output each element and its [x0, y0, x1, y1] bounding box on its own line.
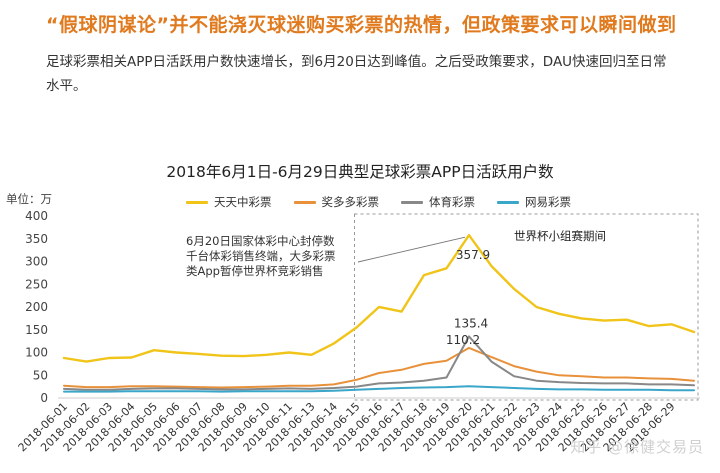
headline: “假球阴谋论”并不能浇灭球迷购买彩票的热情，但政策要求可以瞬间做到	[46, 14, 677, 36]
y-tick-label-3: 150	[25, 323, 48, 337]
chart-title: 2018年6月1日-6月29日典型足球彩票APP日活跃用户数	[166, 163, 554, 181]
y-tick-label-7: 350	[25, 232, 48, 246]
watermark: 知乎 @徐健交易员	[570, 438, 704, 456]
legend-item-tiyu: 体育彩票	[401, 194, 475, 210]
world-cup-label: 世界杯小组赛期间	[514, 229, 606, 243]
y-tick-label-0: 0	[40, 391, 48, 405]
y-tick-label-8: 400	[25, 209, 48, 223]
y-tick-label-1: 50	[33, 368, 48, 382]
legend-swatch-wangyi	[497, 200, 519, 204]
legend-item-jiangduoduo: 奖多多彩票	[293, 194, 380, 210]
legend-label-jiangduoduo: 奖多多彩票	[321, 195, 380, 209]
legend-label-tiyu: 体育彩票	[429, 195, 475, 209]
y-tick-label-6: 300	[25, 255, 48, 269]
description-text: 足球彩票相关APP日活跃用户数快速增长，到6月20日达到峰值。之后受政策要求，D…	[46, 54, 667, 94]
y-tick-label-2: 100	[25, 346, 48, 360]
point-label-0: 357.9	[456, 248, 490, 262]
point-label-1: 135.4	[454, 316, 488, 330]
series-line-2	[63, 335, 695, 391]
world-cup-range-box	[354, 213, 699, 401]
legend-item-wangyi: 网易彩票	[497, 194, 571, 210]
legend-label-wangyi: 网易彩票	[525, 195, 571, 209]
policy-note-leader	[357, 236, 466, 263]
series-line-1	[63, 346, 695, 389]
policy-note-line-2: 类App暂停世界杯竞彩销售	[186, 264, 323, 278]
legend-swatch-jiangduoduo	[293, 200, 316, 204]
y-axis-unit-label: 单位：万	[6, 192, 52, 206]
y-tick-label-4: 200	[25, 300, 48, 314]
legend-swatch-tiantian	[186, 200, 208, 204]
policy-note-line-0: 6月20日国家体彩中心封停数	[186, 234, 335, 248]
y-tick-label-5: 250	[25, 277, 48, 291]
point-label-2: 110.2	[446, 333, 480, 347]
legend-swatch-tiyu	[401, 200, 423, 204]
chart-legend: 天天中彩票 奖多多彩票 体育彩票 网易彩票	[186, 194, 571, 210]
policy-note-line-1: 千台体彩销售终端，大多彩票	[186, 249, 336, 263]
series-line-3	[63, 385, 695, 393]
legend-label-tiantian: 天天中彩票	[214, 195, 272, 209]
legend-item-tiantian: 天天中彩票	[186, 194, 272, 210]
series-line-0	[62, 233, 696, 363]
